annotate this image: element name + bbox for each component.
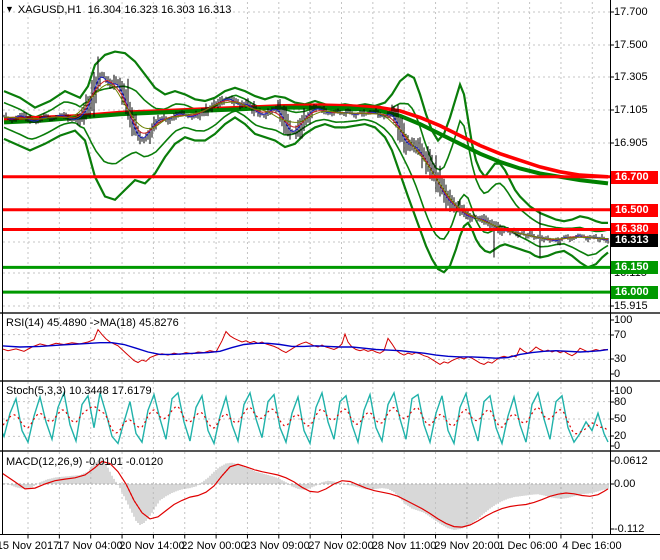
- price-level-badge-16-313: 16.313: [611, 233, 658, 247]
- rsi-axis-label-30: 30: [614, 353, 627, 365]
- main-axis-label-17-700: 17.700: [614, 6, 648, 18]
- time-axis-label: 27 Nov 02:00: [308, 540, 374, 552]
- macd-axis-label--0-112: -0.112: [614, 523, 645, 535]
- time-axis-label: 22 Nov 00:00: [181, 540, 247, 552]
- time-axis-label: 4 Dec 16:00: [562, 540, 622, 552]
- macd-axis-label-0-00: 0.00: [614, 478, 636, 490]
- time-axis-label: 1 Dec 06:00: [498, 540, 558, 552]
- time-axis-label: 20 Nov 14:00: [119, 540, 185, 552]
- chart-ohlc-values: 16.304 16.323 16.303 16.313: [87, 4, 232, 16]
- stoch-axis-label-0: 0: [614, 440, 621, 452]
- rsi-indicator-label: RSI(14) 45.4890 ->MA(18) 45.8276: [6, 317, 179, 329]
- main-axis-label-16-905: 16.905: [614, 137, 648, 149]
- main-axis-label-15-915: 15.915: [614, 300, 648, 312]
- price-level-badge-16-500: 16.500: [611, 203, 658, 217]
- symbol-dropdown-icon[interactable]: ▼: [5, 4, 14, 14]
- price-level-badge-16-700: 16.700: [611, 170, 658, 184]
- time-axis-label: 28 Nov 11:00: [371, 540, 437, 552]
- main-axis-label-17-500: 17.500: [614, 39, 648, 51]
- stoch-axis-label-20: 20: [614, 430, 627, 442]
- macd-indicator-label: MACD(12,26,9) -0.0101 -0.0120: [6, 456, 164, 468]
- price-level-badge-16-000: 16.000: [611, 285, 658, 299]
- chart-symbol-period: XAGUSD,H1: [17, 4, 82, 16]
- main-axis-label-17-105: 17.105: [614, 104, 648, 116]
- stoch-axis-label-100: 100: [614, 385, 633, 397]
- stoch-axis-label-50: 50: [614, 413, 627, 425]
- rsi-axis-label-0: 0: [614, 368, 621, 380]
- price-level-badge-16-380: 16.380: [611, 222, 658, 236]
- time-axis-label: 15 Nov 2017: [0, 540, 60, 552]
- time-axis-label: 23 Nov 09:00: [244, 540, 310, 552]
- stoch-axis-label-80: 80: [614, 396, 627, 408]
- chart-title: ▼ XAGUSD,H1 16.304 16.323 16.303 16.313: [5, 4, 231, 16]
- rsi-axis-label-70: 70: [614, 329, 627, 341]
- rsi-axis-label-100: 100: [614, 314, 633, 326]
- time-axis-label: 29 Nov 20:00: [434, 540, 500, 552]
- main-axis-label-17-305: 17.305: [614, 71, 648, 83]
- price-level-badge-16-150: 16.150: [611, 260, 658, 274]
- time-axis-label: 17 Nov 04:00: [57, 540, 123, 552]
- stochastic-indicator-label: Stoch(5,3,3) 10.3448 17.6179: [6, 385, 152, 397]
- macd-axis-label-0-0612: 0.0612: [614, 455, 648, 467]
